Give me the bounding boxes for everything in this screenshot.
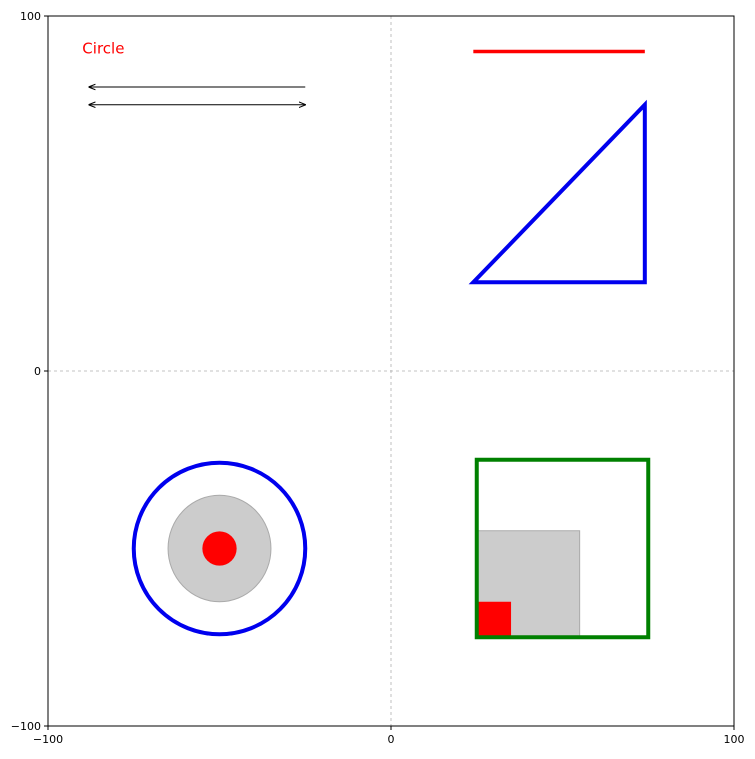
x-tick-label: −100	[33, 733, 63, 746]
x-tick-label: 0	[388, 733, 395, 746]
blue-circle	[131, 460, 308, 637]
green-square	[474, 457, 651, 640]
blue-triangle	[468, 99, 647, 285]
y-tick-label: 100	[20, 10, 41, 23]
red-square	[476, 601, 512, 638]
red-dot	[202, 531, 237, 566]
circle-label: Circle	[82, 40, 124, 58]
y-tick-label: −100	[11, 720, 41, 733]
x-tick-label: 100	[724, 733, 745, 746]
y-tick-label: 0	[34, 365, 41, 378]
